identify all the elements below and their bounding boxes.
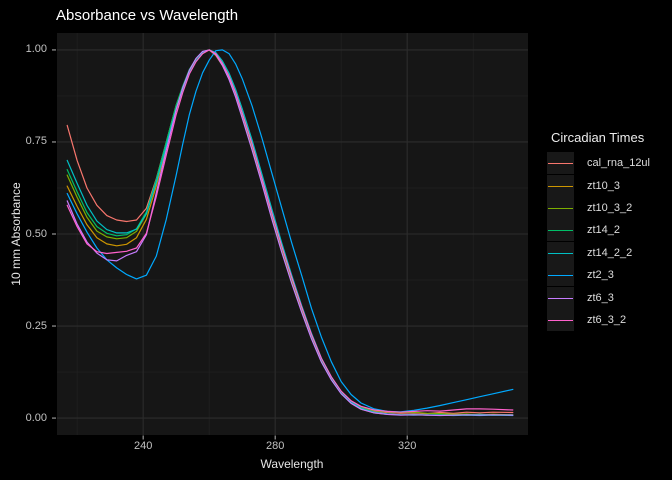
legend-key-line <box>548 319 573 321</box>
x-axis-title: Wavelength <box>260 457 324 471</box>
legend-item: zt14_2 <box>547 219 650 242</box>
legend-item-label: zt6_3 <box>587 291 614 304</box>
legend-key <box>547 219 574 242</box>
legend-key-line <box>548 275 573 277</box>
legend-item-label: zt10_3_2 <box>587 201 633 214</box>
legend-key <box>547 196 574 219</box>
legend-key <box>547 152 574 175</box>
legend-item: zt14_2_2 <box>547 241 650 264</box>
series-line-zt2_3 <box>66 49 514 413</box>
legend-key <box>547 174 574 197</box>
legend-item: zt10_3_2 <box>547 196 650 219</box>
y-axis-tick-label: 0.75 <box>25 135 47 148</box>
legend-key-line <box>548 230 573 232</box>
plot-title: Absorbance vs Wavelength <box>56 7 239 24</box>
legend-key <box>547 308 574 331</box>
series-line-zt6_3_2 <box>66 49 514 413</box>
legend-item-label: zt6_3_2 <box>587 313 627 326</box>
y-axis-tick-label: 1.00 <box>25 43 47 56</box>
legend-key <box>547 241 574 264</box>
legend-item-label: zt14_2 <box>587 224 621 237</box>
legend-item: cal_rna_12ul <box>547 152 650 175</box>
legend-item-label: zt10_3 <box>587 179 621 192</box>
x-axis-tick-label: 280 <box>265 440 285 452</box>
x-axis-tick-label: 320 <box>398 440 417 452</box>
legend-item: zt6_3 <box>547 286 650 309</box>
legend-key-line <box>548 252 573 254</box>
legend-key <box>547 286 574 309</box>
legend-key-line <box>548 297 573 299</box>
legend-item-label: zt14_2_2 <box>587 246 633 259</box>
legend-item: zt10_3 <box>547 174 650 197</box>
y-axis-tick-label: 0.00 <box>25 411 47 424</box>
x-axis-tick-label: 240 <box>133 440 153 452</box>
y-axis-title: 10 mm Absorbance <box>9 182 23 286</box>
legend-title: Circadian Times <box>551 130 645 145</box>
legend-item-label: zt2_3 <box>587 269 614 282</box>
legend-key <box>547 264 574 287</box>
legend-item-label: cal_rna_12ul <box>587 157 650 170</box>
y-axis-tick-label: 0.50 <box>25 227 47 240</box>
legend-item: zt2_3 <box>547 264 650 287</box>
legend: Circadian Times cal_rna_12ul zt10_3 zt10… <box>547 130 650 331</box>
y-axis-tick-label: 0.25 <box>25 319 47 332</box>
legend-key-line <box>548 163 573 165</box>
legend-key-line <box>548 207 573 209</box>
legend-key-line <box>548 185 573 187</box>
series-line-zt6_3 <box>66 49 514 417</box>
legend-item: zt6_3_2 <box>547 308 650 331</box>
